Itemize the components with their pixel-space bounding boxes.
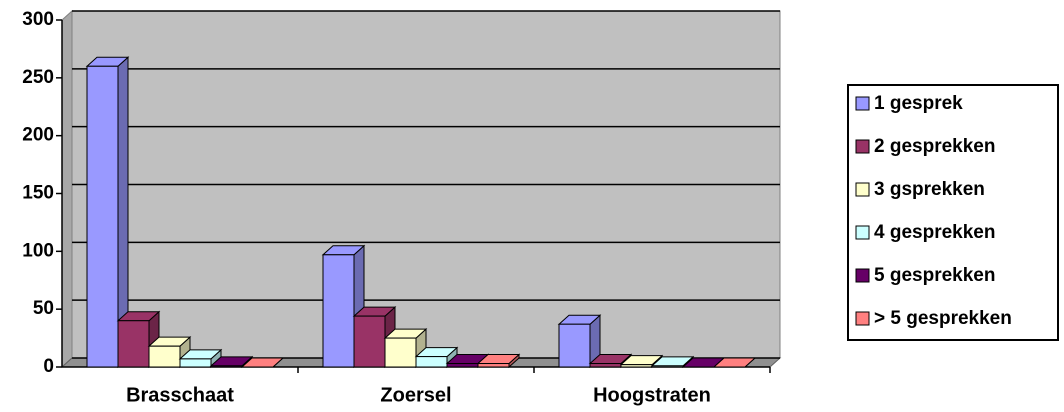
y-tick-label: 100	[22, 240, 54, 261]
bar-top	[240, 357, 285, 368]
y-tick-label: 150	[22, 183, 54, 204]
legend-swatch	[855, 96, 870, 111]
legend-box	[847, 84, 1059, 341]
bar	[651, 365, 684, 368]
bar	[558, 323, 591, 368]
bar-top	[712, 357, 757, 368]
x-tick-label: Zoersel	[380, 384, 451, 406]
legend-swatch	[855, 268, 870, 283]
bar	[477, 363, 510, 368]
bar	[148, 345, 181, 368]
bar	[117, 320, 150, 368]
x-tick-label: Brasschaat	[126, 384, 234, 406]
bar	[620, 364, 653, 368]
legend: 1 gesprek 2 gesprekken 3 gsprekken 4 gespre…	[847, 84, 1059, 341]
legend-label: 5 gesprekken	[874, 265, 995, 286]
y-tick-label: 50	[33, 298, 54, 319]
legend-label: 1 gesprek	[874, 93, 963, 114]
bar	[86, 65, 119, 368]
bar	[446, 363, 479, 368]
side-wall	[61, 9, 73, 369]
bar	[210, 365, 243, 368]
legend-label: 4 gesprekken	[874, 222, 995, 243]
bar	[322, 254, 355, 368]
legend-swatch	[855, 225, 870, 240]
bar	[179, 358, 212, 368]
y-tick-label: 200	[22, 125, 54, 146]
bar	[415, 356, 448, 368]
legend-label: 2 gesprekken	[874, 136, 995, 157]
bar	[384, 337, 417, 368]
legend-swatch	[855, 182, 870, 197]
y-tick-label: 300	[22, 9, 54, 30]
x-tick-label: Hoogstraten	[593, 384, 711, 406]
y-tick-label: 0	[43, 356, 54, 377]
bar	[589, 363, 622, 368]
legend-swatch	[855, 311, 870, 326]
legend-label: > 5 gesprekken	[874, 308, 1012, 329]
legend-label: 3 gsprekken	[874, 179, 985, 200]
bar	[353, 315, 386, 368]
y-tick-label: 250	[22, 67, 54, 88]
legend-swatch	[855, 139, 870, 154]
